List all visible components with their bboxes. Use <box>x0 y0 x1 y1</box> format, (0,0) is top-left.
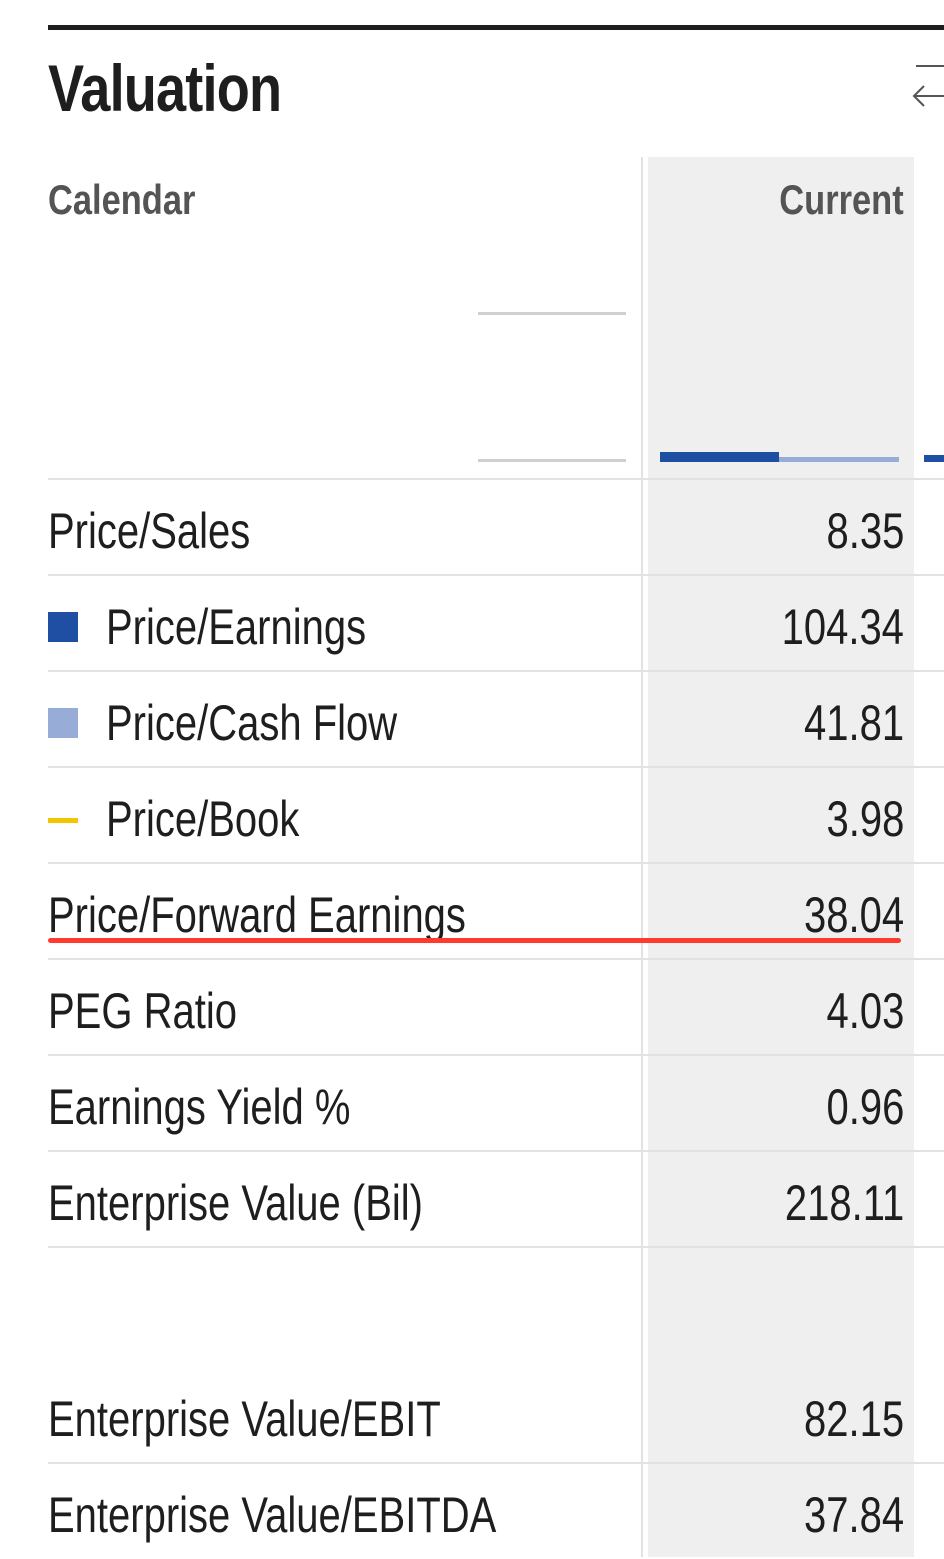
row-value: 0.96 <box>826 1079 904 1135</box>
red-highlight-underline <box>48 938 901 943</box>
row-label: Enterprise Value (Bil) <box>48 1175 423 1231</box>
section-title: Valuation <box>48 51 282 125</box>
row-value: 4.03 <box>826 983 904 1039</box>
legend-dash-icon-yellow <box>48 818 78 823</box>
current-column-header[interactable]: Current <box>779 176 904 223</box>
row-label: Price/Earnings <box>106 599 367 655</box>
table-row-price-sales: Price/Sales 8.35 <box>48 478 944 576</box>
section-top-rule <box>48 25 944 30</box>
row-label: Earnings Yield % <box>48 1079 351 1135</box>
chart-axis-line-bottom <box>478 459 626 462</box>
price-earnings-bar <box>660 452 779 462</box>
chart-axis-line-top <box>478 312 626 315</box>
row-label: Enterprise Value/EBIT <box>48 1391 441 1447</box>
row-value: 38.04 <box>803 887 904 943</box>
table-row-enterprise-value: Enterprise Value (Bil) 218.11 <box>48 1150 944 1248</box>
column-divider <box>641 157 643 1557</box>
row-label: Price/Book <box>106 791 300 847</box>
row-value: 218.11 <box>784 1175 904 1231</box>
table-row-earnings-yield: Earnings Yield % 0.96 <box>48 1054 944 1152</box>
row-label: PEG Ratio <box>48 983 237 1039</box>
row-label: Enterprise Value/EBITDA <box>48 1487 497 1543</box>
table-row-price-book: Price/Book 3.98 <box>48 766 944 864</box>
legend-square-icon-dark-blue <box>48 612 78 642</box>
row-value: 3.98 <box>826 791 904 847</box>
table-row-peg-ratio: PEG Ratio 4.03 <box>48 958 944 1056</box>
legend-square-icon-light-blue <box>48 708 78 738</box>
table-row-price-cash-flow: Price/Cash Flow 41.81 <box>48 670 944 768</box>
row-label: Price/Cash Flow <box>106 695 398 751</box>
arrow-left-icon[interactable] <box>908 60 944 110</box>
row-value: 104.34 <box>781 599 904 655</box>
price-cash-flow-bar <box>779 457 899 462</box>
current-column-background <box>648 157 914 1557</box>
table-row-enterprise-value-ebitda: Enterprise Value/EBITDA 37.84 <box>48 1462 944 1559</box>
next-column-bar <box>924 455 944 462</box>
table-row-price-forward-earnings: Price/Forward Earnings 38.04 <box>48 862 944 960</box>
row-value: 41.81 <box>803 695 904 751</box>
row-label: Price/Sales <box>48 503 251 559</box>
row-value: 82.15 <box>803 1391 904 1447</box>
row-label: Price/Forward Earnings <box>48 887 466 943</box>
row-value: 37.84 <box>803 1487 904 1543</box>
row-value: 8.35 <box>826 503 904 559</box>
table-row-enterprise-value-ebit: Enterprise Value/EBIT 82.15 <box>48 1246 944 1464</box>
table-row-price-earnings: Price/Earnings 104.34 <box>48 574 944 672</box>
calendar-column-header[interactable]: Calendar <box>48 176 196 223</box>
